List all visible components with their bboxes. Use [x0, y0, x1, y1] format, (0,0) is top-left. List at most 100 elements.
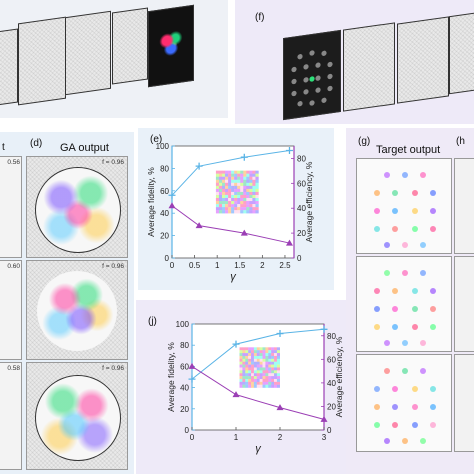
inset-pixel [253, 381, 257, 385]
inset-pixel [225, 176, 229, 180]
inset-pixel [259, 347, 263, 351]
inset-pixel [231, 201, 235, 205]
panel-d-background: t (d) GA output 0.56 0.60 0.58 f = 0.96 … [0, 132, 134, 474]
y2-tick-label: 80 [297, 154, 306, 163]
ga-output-tile-3: f = 0.96 [26, 362, 128, 470]
inset-pixel [242, 370, 246, 374]
inset-pixel [231, 179, 235, 183]
inset-pixel [243, 176, 247, 180]
inset-pixel [234, 191, 238, 196]
inset-pixel [246, 207, 250, 211]
inset-pixel [249, 179, 253, 183]
inset-pixel [249, 176, 253, 180]
inset-pixel [248, 358, 252, 362]
inset-pixel [259, 381, 263, 385]
inset-pixel [265, 381, 269, 385]
inset-pixel [274, 350, 278, 354]
inset-pixel [265, 384, 269, 388]
inset-pixel [242, 376, 246, 380]
inset-pixel [251, 370, 255, 374]
inset-pixel [248, 350, 252, 354]
inset-pixel [274, 358, 278, 362]
inset-pixel [215, 194, 220, 199]
inset-pixel [231, 198, 235, 202]
inset-pixel [225, 170, 229, 174]
inset-pixel [222, 188, 226, 193]
inset-pixel [245, 384, 249, 388]
inset-pixel [231, 207, 235, 211]
inset-pixel [234, 194, 238, 199]
y-axis-label: Average fidelity, % [166, 342, 176, 412]
inset-pixel [259, 355, 263, 360]
inset-pixel [268, 384, 272, 388]
inset-pixel [215, 188, 220, 193]
inset-pixel [218, 176, 223, 180]
inset-pixel [255, 185, 259, 190]
inset-pixel [234, 188, 238, 193]
inset-pixel [248, 384, 252, 388]
inset-pixel [215, 170, 220, 174]
inset-pixel [259, 364, 263, 368]
inset-pixel [237, 198, 241, 202]
inset-pixel [265, 358, 269, 362]
inset-pixel [253, 370, 257, 374]
panel-g-background: (g) Target output (h [346, 128, 474, 474]
inset-pixel [246, 201, 250, 205]
inset-pixel [268, 358, 272, 362]
inset-pixel [253, 376, 257, 380]
efficiency-point [320, 415, 328, 422]
inset-pixel [256, 367, 260, 371]
inset-pixel [256, 373, 260, 377]
y-tick-label: 0 [185, 426, 190, 435]
inset-pixel [242, 350, 246, 354]
inset-pixel [262, 378, 266, 383]
inset-pixel [222, 179, 226, 183]
inset-pixel [237, 201, 241, 205]
inset-pixel [243, 170, 247, 174]
y2-axis-label: Average efficiency, % [334, 336, 344, 417]
inset-pixel [222, 185, 226, 190]
inset-pixel [234, 179, 238, 183]
inset-pixel [231, 173, 235, 177]
target-spots-2 [374, 270, 436, 346]
inset-pixel [215, 210, 220, 214]
inset-pixel [239, 376, 243, 380]
y-tick-label: 60 [180, 362, 189, 371]
inset-pixel [268, 367, 272, 371]
inset-pixel [252, 191, 256, 196]
fidelity-point [240, 153, 248, 161]
fidelity-point [188, 375, 196, 383]
inset-pixel [249, 204, 253, 208]
inset-pixel [228, 182, 232, 187]
inset-pixel [248, 361, 252, 365]
inset-pixel [245, 353, 249, 357]
inset-pixel [246, 176, 250, 180]
inset-pixel [259, 367, 263, 371]
inset-pixel [268, 378, 272, 383]
inset-pixel [271, 347, 275, 351]
inset-pixel [248, 381, 252, 385]
inset-pixel [222, 191, 226, 196]
inset-pixel [245, 350, 249, 354]
inset-pixel [228, 207, 232, 211]
inset-pixel [240, 194, 244, 199]
inset-pixel [249, 185, 253, 190]
target-tile-1 [356, 158, 452, 254]
inset-pixel [265, 376, 269, 380]
inset-pixel [255, 207, 259, 211]
inset-pixel [237, 185, 241, 190]
inset-pixel [243, 173, 247, 177]
inset-pixel [265, 353, 269, 357]
inset-pixel [252, 173, 256, 177]
inset-pixel [274, 376, 278, 380]
inset-pixel [271, 361, 275, 365]
inset-pixel [255, 204, 259, 208]
top-left-panel [0, 0, 228, 118]
inset-pixel [256, 378, 260, 383]
inset-pixel [271, 364, 275, 368]
series-line-0 [171, 149, 290, 196]
inset-pixel [240, 188, 244, 193]
inset-pixel [245, 370, 249, 374]
x-tick-label: 0 [170, 261, 175, 270]
